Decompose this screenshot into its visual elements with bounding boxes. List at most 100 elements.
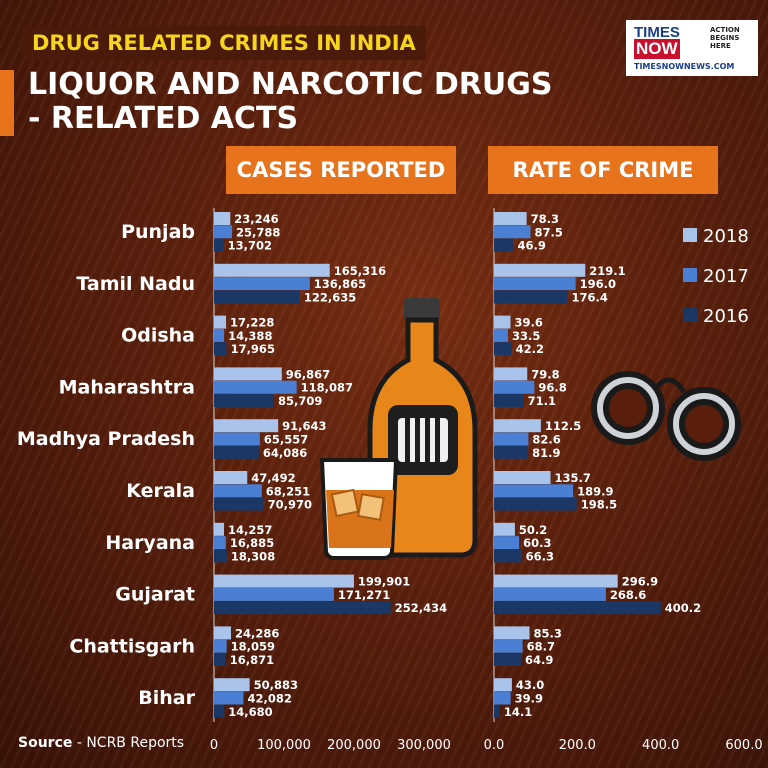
- logo-times-text: TIMES: [634, 24, 680, 41]
- rate-bar-2016: [494, 653, 522, 666]
- handcuffs-icon: [591, 371, 741, 461]
- cases-data-label: 165,316: [334, 264, 386, 278]
- whisky-glass-icon: [319, 458, 399, 560]
- rate-bar-2017: [494, 691, 511, 705]
- rate-bar-2016: [494, 238, 514, 252]
- cases-bar-2018: [214, 212, 231, 225]
- cases-bar-2018: [214, 574, 354, 588]
- cases-data-label: 18,308: [231, 549, 275, 563]
- cases-bar-2016: [214, 497, 264, 511]
- cases-data-label: 17,965: [231, 342, 275, 356]
- rate-bar-2017: [494, 328, 508, 342]
- cases-data-label: 23,246: [234, 212, 278, 226]
- rate-bar-2018: [494, 626, 530, 640]
- cases-bar-2017: [214, 484, 262, 498]
- cases-data-label: 122,635: [304, 290, 356, 304]
- cases-data-label: 18,059: [231, 640, 275, 654]
- rate-bar-2017: [494, 536, 520, 550]
- rate-data-label: 71.1: [528, 394, 556, 408]
- cases-bar-2017: [214, 587, 334, 601]
- rate-data-label: 176.4: [572, 290, 608, 304]
- category-label: Maharashtra: [59, 376, 195, 398]
- cases-bar-2016: [214, 394, 274, 407]
- rate-data-label: 50.2: [519, 523, 547, 537]
- cases-data-label: 14,257: [228, 523, 272, 537]
- cases-tick-label: 100,000: [257, 738, 311, 753]
- cases-bar-2017: [214, 536, 226, 550]
- cases-bar-2018: [214, 522, 224, 536]
- rate-bar-2017: [494, 639, 523, 653]
- title-line-2: - RELATED ACTS: [28, 101, 299, 136]
- legend-label: 2016: [703, 306, 749, 327]
- cases-bar-2017: [214, 380, 297, 394]
- rate-data-label: 135.7: [555, 471, 591, 485]
- rate-data-label: 46.9: [518, 239, 546, 253]
- rate-bar-2016: [494, 549, 522, 563]
- cases-data-label: 64,086: [263, 446, 307, 460]
- rate-bar-2017: [494, 277, 576, 291]
- cases-bar-2016: [214, 342, 227, 356]
- cases-tick-label: 300,000: [397, 738, 451, 753]
- category-label: Gujarat: [115, 584, 195, 606]
- rate-data-label: 79.8: [531, 367, 559, 381]
- rate-bar-2018: [494, 367, 528, 381]
- cases-data-label: 91,643: [282, 419, 326, 433]
- rate-data-label: 43.0: [516, 678, 544, 692]
- rate-data-label: 33.5: [512, 329, 540, 343]
- cases-bar-2018: [214, 626, 232, 640]
- rate-tick-label: 600.0: [725, 738, 762, 753]
- cases-data-label: 118,087: [301, 381, 353, 395]
- rate-data-label: 82.6: [532, 433, 560, 447]
- cases-bar-2018: [214, 419, 279, 433]
- rate-data-label: 81.9: [532, 446, 560, 460]
- cases-bar-2017: [214, 691, 244, 705]
- rate-bar-2018: [494, 263, 586, 277]
- rate-data-label: 189.9: [577, 484, 613, 498]
- cases-data-label: 25,788: [236, 225, 280, 239]
- source-note: Source - NCRB Reports: [18, 735, 184, 751]
- rate-bar-2017: [494, 432, 529, 446]
- cases-bar-2017: [214, 328, 225, 342]
- title-line-1: LIQUOR AND NARCOTIC DRUGS: [28, 67, 553, 102]
- title-accent-bar: [0, 70, 14, 136]
- cases-bar-2018: [214, 471, 248, 484]
- cases-bar-2017: [214, 432, 260, 446]
- cases-bar-2016: [214, 238, 224, 252]
- times-now-logo: TIMES NOW ACTION BEGINS HERE TIMESNOWNEW…: [626, 20, 758, 76]
- category-label: Bihar: [138, 687, 195, 709]
- cases-bar-2017: [214, 225, 233, 239]
- kicker-title: DRUG RELATED CRIMES IN INDIA: [22, 26, 426, 60]
- cases-data-label: 13,702: [228, 239, 272, 253]
- cases-data-label: 65,557: [264, 433, 308, 447]
- rate-data-label: 96.8: [538, 381, 566, 395]
- category-label: Tamil Nadu: [76, 273, 195, 295]
- cases-data-label: 252,434: [395, 601, 447, 615]
- legend-swatch-2016: [683, 308, 697, 322]
- rate-bar-2016: [494, 394, 524, 407]
- rate-bar-2018: [494, 315, 511, 329]
- cases-bar-2016: [214, 704, 225, 718]
- category-label: Punjab: [121, 221, 195, 243]
- rate-bar-2018: [494, 574, 618, 588]
- rate-bar-2016: [494, 290, 568, 304]
- cases-data-label: 16,885: [230, 536, 274, 550]
- category-label: Chattisgarh: [69, 635, 195, 657]
- cases-tick-label: 0: [210, 738, 218, 753]
- legend-swatch-2017: [683, 268, 697, 282]
- rate-bar-2017: [494, 587, 606, 601]
- source-text: - NCRB Reports: [72, 735, 185, 751]
- rate-bar-2016: [494, 445, 529, 459]
- cases-bar-2017: [214, 639, 227, 653]
- cases-data-label: 68,251: [266, 484, 310, 498]
- rate-data-label: 39.6: [515, 316, 543, 330]
- logo-url: TIMESNOWNEWS.COM: [634, 62, 735, 71]
- cases-reported-header: CASES REPORTED: [226, 146, 456, 194]
- cases-data-label: 96,867: [286, 367, 330, 381]
- cases-tick-label: 200,000: [327, 738, 381, 753]
- rate-bar-2017: [494, 225, 531, 239]
- cases-bar-2016: [214, 445, 259, 459]
- cases-bar-2018: [214, 315, 227, 329]
- cases-data-label: 14,388: [228, 329, 272, 343]
- rate-tick-label: 0.0: [484, 738, 505, 753]
